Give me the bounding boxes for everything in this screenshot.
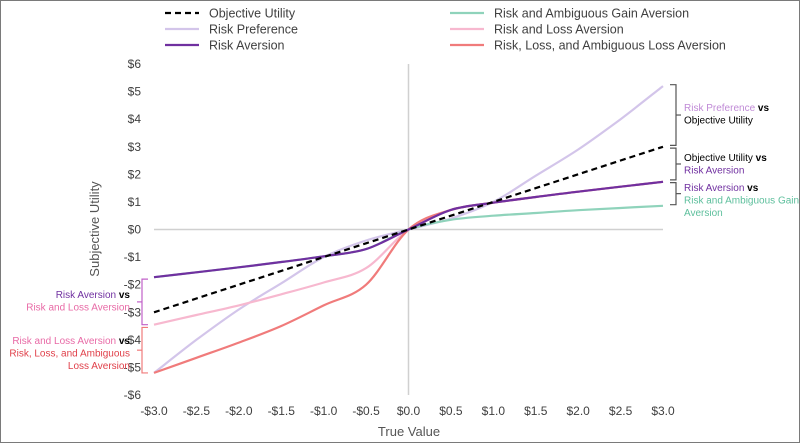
annotation-line: Risk, Loss, and Ambiguous: [9, 349, 130, 360]
x-tick-label: -$3.0: [140, 404, 168, 418]
x-tick-label: -$1.0: [310, 404, 338, 418]
annotation-segment: Objective Utility: [684, 153, 753, 164]
y-tick-label: -$3: [124, 305, 142, 319]
y-tick-label: -$6: [124, 388, 142, 402]
x-tick-label: $2.0: [566, 404, 590, 418]
annotation-segment: Risk Aversion: [684, 183, 744, 194]
annotation-segment: Risk and Loss Aversion: [26, 303, 130, 314]
y-axis-title: Subjective Utility: [87, 181, 102, 277]
bracket: [670, 147, 677, 181]
x-tick-label: $2.5: [609, 404, 633, 418]
x-tick-label: $0.0: [397, 404, 421, 418]
annotation-segment: Risk and Ambiguous Gain: [684, 196, 799, 207]
x-tick-label: -$0.5: [352, 404, 380, 418]
y-tick-label: $1: [128, 195, 142, 209]
y-tick-label: $6: [128, 57, 142, 71]
legend-label: Risk, Loss, and Ambiguous Loss Aversion: [494, 39, 726, 53]
annotation-line: Objective Utility: [684, 116, 753, 127]
bracket: [670, 182, 677, 206]
x-tick-label: -$1.5: [268, 404, 296, 418]
axes: $6 $5 $4 $3 $2 $1 $0 -$1 -$2 -$3 -$4 -$5 -$6 -$3.0 -$2…: [124, 57, 675, 418]
bracket: [141, 326, 148, 374]
legend-label: Risk Preference: [209, 23, 298, 37]
y-tick-label: $3: [128, 140, 142, 154]
annotation-line: Loss Aversion: [68, 361, 130, 372]
annotation-segment: Objective Utility: [684, 116, 753, 127]
annotation-line: Risk Aversion vs: [56, 290, 131, 301]
annotation-segment: Risk Aversion: [684, 166, 744, 177]
bracket: [141, 278, 148, 326]
annotation-segment: Loss Aversion: [68, 361, 130, 372]
annotation-line: Risk Preference vs: [684, 103, 769, 114]
annotation-line: Risk and Loss Aversion vs: [12, 336, 130, 347]
annotation-line: Objective Utility vs: [684, 153, 767, 164]
series-line-2: [153, 180, 664, 279]
series-lines: [153, 85, 664, 374]
comparison-brackets: [137, 84, 681, 374]
annotation-segment: Risk Aversion: [56, 290, 116, 301]
x-tick-label: $3.0: [651, 404, 675, 418]
y-tick-label: -$4: [124, 333, 142, 347]
annotation-segment: Risk, Loss, and Ambiguous: [9, 349, 130, 360]
legend-label: Risk and Ambiguous Gain Aversion: [494, 7, 689, 21]
annotation-line: Risk Aversion: [684, 166, 744, 177]
x-tick-label: -$2.0: [225, 404, 253, 418]
x-tick-label: -$2.5: [183, 404, 211, 418]
y-tick-label: -$1: [124, 250, 142, 264]
annotation-line: Aversion: [684, 208, 723, 219]
y-tick-label: $0: [128, 223, 142, 237]
annotation-segment: Aversion: [684, 208, 723, 219]
legend-label: Risk Aversion: [209, 39, 285, 53]
annotation-segment: vs: [116, 290, 130, 301]
annotation-line: Risk Aversion vs: [684, 183, 759, 194]
bracket: [670, 84, 677, 146]
y-tick-label: $4: [128, 112, 142, 126]
x-tick-label: $1.0: [482, 404, 506, 418]
annotation-segment: Risk Preference: [684, 103, 756, 114]
y-tick-label: -$5: [124, 360, 142, 374]
annotation-segment: vs: [116, 336, 130, 347]
legend-label: Objective Utility: [209, 7, 296, 21]
annotation-segment: vs: [755, 103, 769, 114]
annotation-line: Risk and Loss Aversion: [26, 303, 130, 314]
annotation-segment: vs: [753, 153, 767, 164]
y-tick-label: $5: [128, 85, 142, 99]
annotation-segment: Risk and Loss Aversion: [12, 336, 116, 347]
x-axis-title: True Value: [378, 424, 440, 439]
x-tick-label: $0.5: [439, 404, 463, 418]
y-tick-label: $2: [128, 167, 142, 181]
y-tick-label: -$2: [124, 278, 142, 292]
annotation-segment: vs: [744, 183, 758, 194]
annotation-line: Risk and Ambiguous Gain: [684, 196, 799, 207]
x-tick-label: $1.5: [524, 404, 548, 418]
legend: Objective Utility Risk Preference Risk Ave…: [165, 7, 726, 53]
legend-label: Risk and Loss Aversion: [494, 23, 624, 37]
